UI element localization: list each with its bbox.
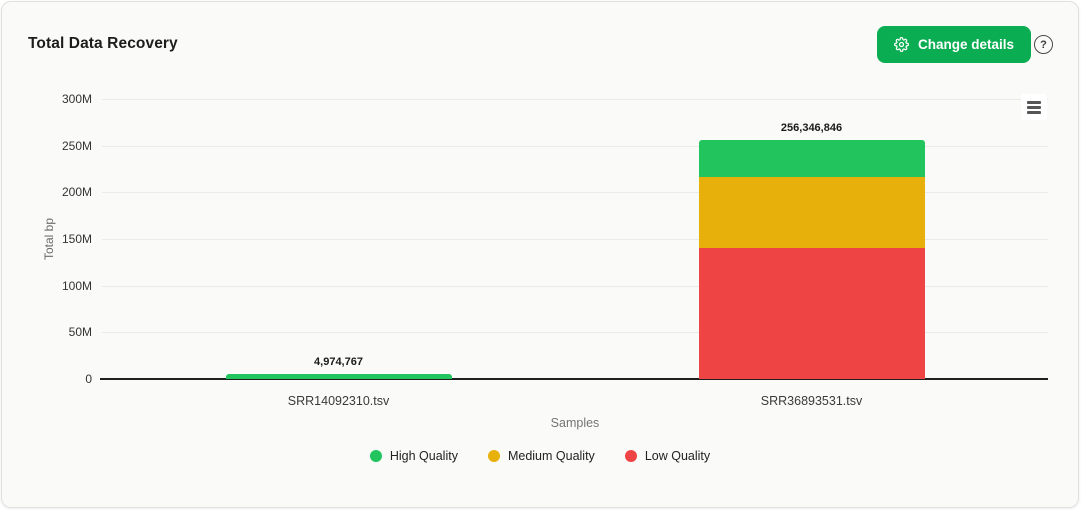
gear-icon — [894, 37, 909, 52]
gridline — [102, 99, 1048, 100]
x-axis-line — [100, 378, 1048, 380]
y-tick-label: 150M — [61, 232, 92, 246]
gridline — [102, 239, 1048, 240]
bar-total-label: 4,974,767 — [314, 356, 363, 369]
legend-item-low-quality[interactable]: Low Quality — [624, 449, 711, 463]
bar-segment-high-quality[interactable] — [698, 139, 925, 177]
y-tick-label: 250M — [61, 138, 92, 153]
chart-export-menu-icon[interactable] — [1021, 94, 1047, 120]
y-tick-label: 300M — [61, 92, 92, 106]
gridline — [102, 332, 1048, 334]
gridline — [102, 145, 1048, 147]
legend-marker-icon — [624, 450, 637, 462]
bar-total-label: 256,346,846 — [780, 121, 843, 134]
y-tick-label: 0 — [85, 372, 92, 386]
x-axis-labels: SRR14092310.tsv SRR36893531.tsv — [102, 394, 1048, 412]
bar-segment-high-quality[interactable] — [225, 374, 452, 379]
chart-legend: High Quality Medium Quality Low Quality — [2, 449, 1078, 463]
legend-item-high-quality[interactable]: High Quality — [369, 449, 458, 463]
gridline — [102, 192, 1048, 194]
x-category-label: SRR36893531.tsv — [760, 394, 863, 408]
legend-marker-icon — [369, 450, 382, 462]
legend-item-label: Low Quality — [644, 449, 711, 463]
y-tick-label: 100M — [61, 278, 92, 293]
y-tick-label: 200M — [61, 185, 92, 200]
legend-item-medium-quality[interactable]: Medium Quality — [487, 449, 595, 463]
x-category-label: SRR14092310.tsv — [287, 394, 390, 408]
y-tick-label: 50M — [68, 325, 92, 340]
help-icon[interactable]: ? — [1034, 35, 1053, 54]
plot-area: 4,974,767 256,346,846 — [100, 99, 1048, 380]
legend-marker-icon — [487, 450, 500, 462]
gridline — [102, 285, 1048, 287]
legend-item-label: High Quality — [389, 449, 458, 463]
bar-segment-medium-quality[interactable] — [698, 176, 925, 249]
x-axis-title: Samples — [550, 416, 600, 430]
change-details-button[interactable]: Change details — [877, 26, 1032, 63]
bar-segment-low-quality[interactable] — [698, 248, 925, 379]
legend-item-label: Medium Quality — [507, 449, 595, 463]
y-axis-ticks: 0 50M 100M 150M 200M 250M 300M — [2, 92, 92, 386]
change-details-label: Change details — [918, 37, 1015, 52]
page-title: Total Data Recovery — [28, 35, 178, 52]
